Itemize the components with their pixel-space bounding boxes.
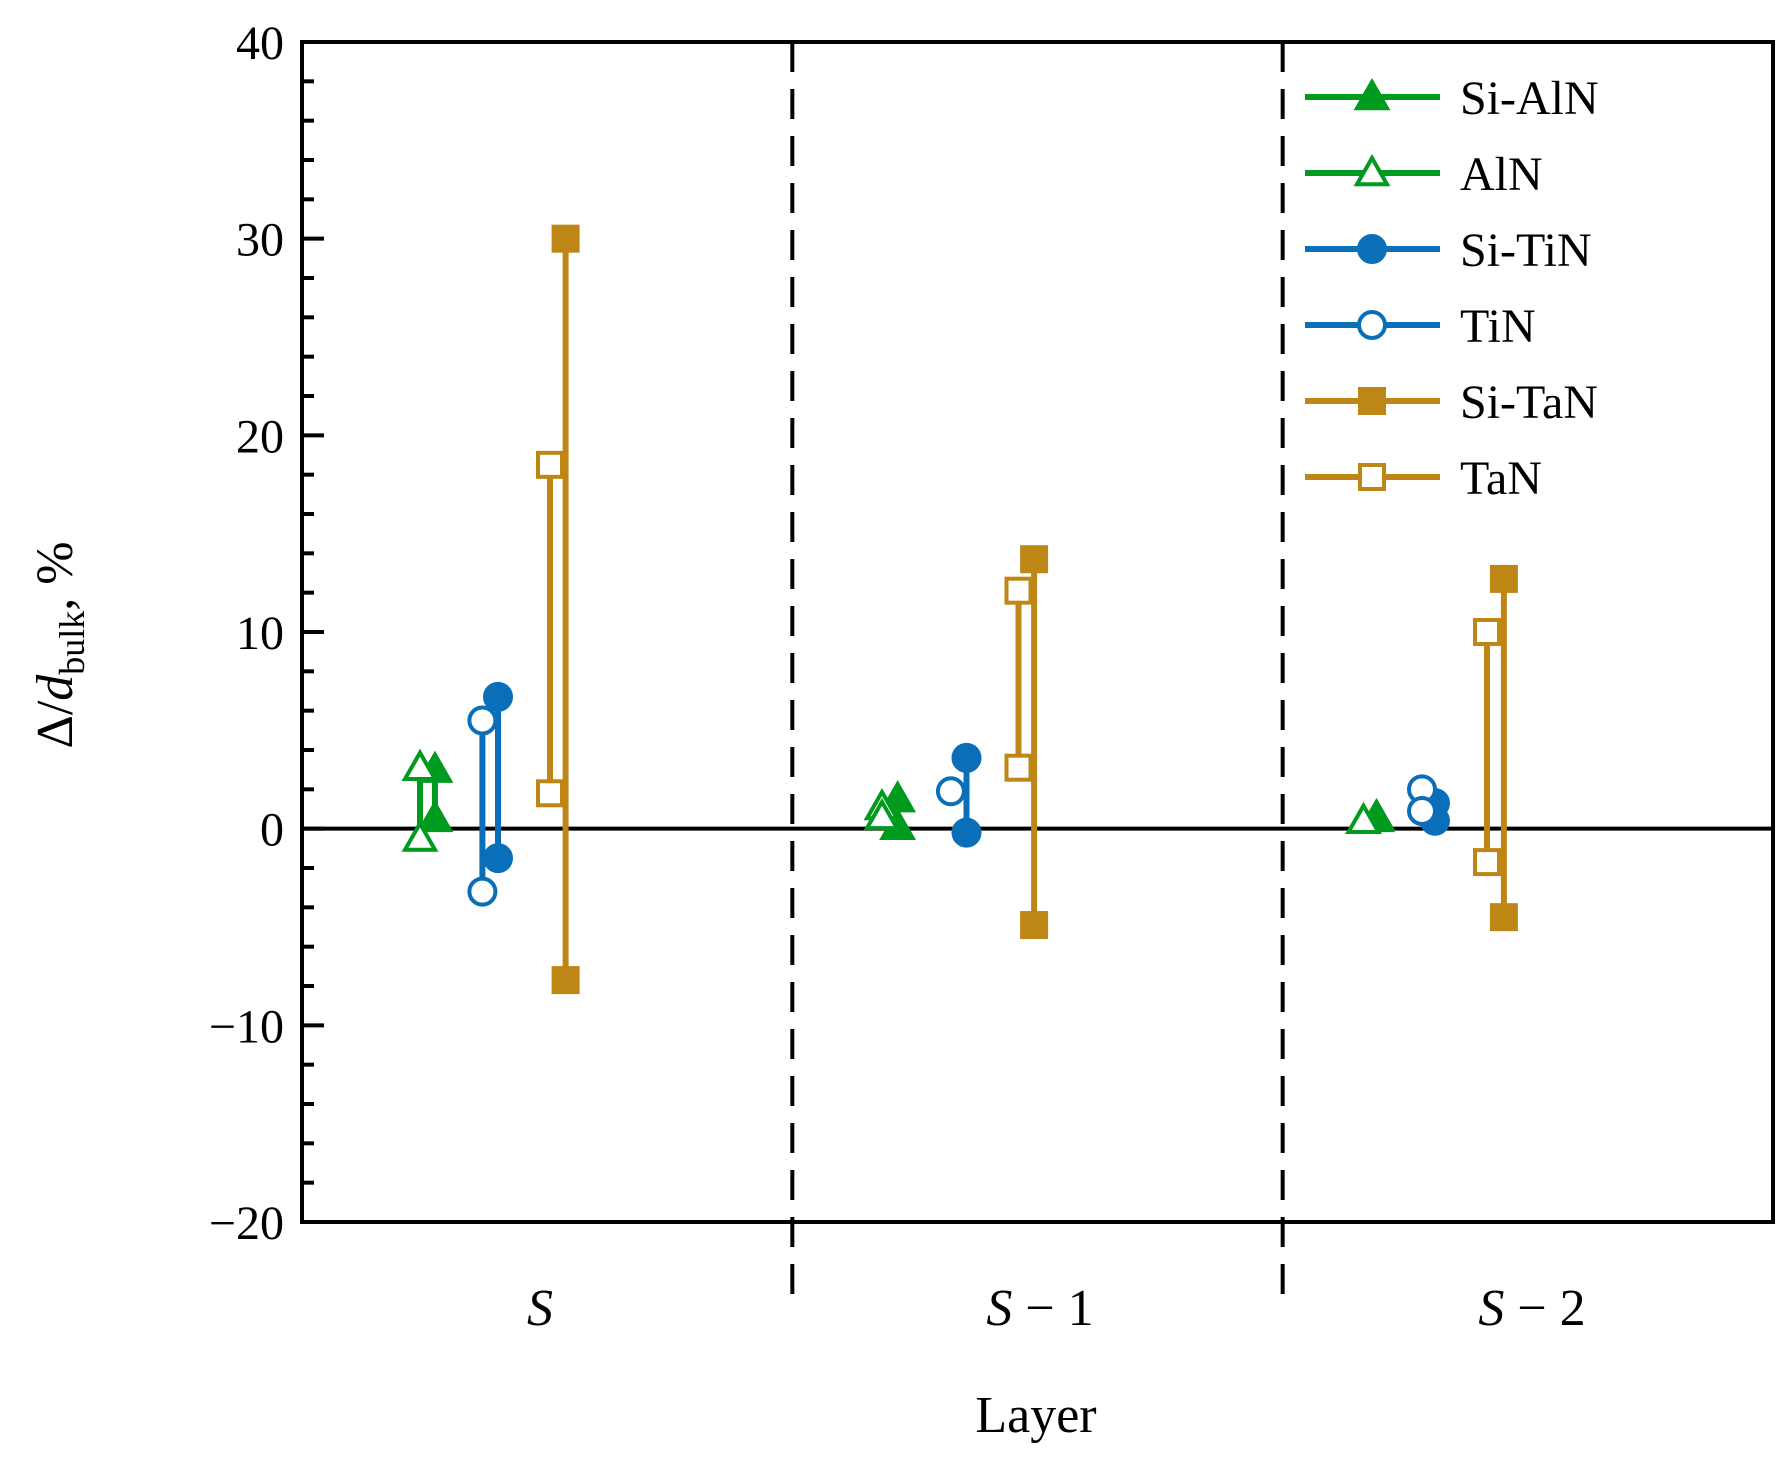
y-axis-label-suffix: , %	[27, 541, 84, 610]
data-point	[1489, 903, 1518, 932]
data-point	[1345, 801, 1382, 835]
y-axis-label-var: d	[27, 674, 84, 701]
y-axis-ticks	[302, 40, 324, 1224]
y-tick-label: 0	[260, 804, 284, 857]
data-point	[1020, 545, 1049, 574]
series-tin	[467, 705, 1437, 907]
y-tick-label: 30	[236, 214, 284, 267]
legend-marker	[1358, 463, 1386, 491]
data-point	[1004, 753, 1033, 782]
data-point	[935, 776, 966, 807]
data-point	[951, 817, 982, 848]
x-category-label: S − 2	[1478, 1280, 1585, 1337]
y-tick-label: 20	[236, 410, 284, 463]
data-point	[467, 876, 498, 907]
legend: Si-AlN AlN Si-TiN TiN Si-TaN TaN	[1295, 62, 1765, 520]
legend-marker	[1358, 387, 1386, 415]
legend-item: Si-AlN	[1305, 72, 1599, 125]
data-point	[1473, 618, 1501, 646]
x-category-var: S	[527, 1280, 553, 1337]
data-point	[551, 224, 580, 253]
legend-item: Si-TaN	[1305, 376, 1598, 429]
legend-item: AlN	[1305, 148, 1543, 201]
legend-item: TaN	[1305, 452, 1542, 505]
y-axis-label: Δ/dbulk, %	[27, 541, 92, 748]
legend-label: Si-TaN	[1460, 376, 1598, 429]
series-si-tin	[483, 681, 1450, 874]
layer-dividers	[790, 42, 1285, 1302]
x-category-var: S	[1478, 1280, 1504, 1337]
data-point	[536, 450, 564, 479]
legend-label: Si-AlN	[1460, 72, 1599, 125]
legend-marker	[1353, 153, 1391, 187]
data-point	[467, 705, 498, 736]
y-tick-label: −20	[209, 1197, 284, 1250]
data-point	[951, 742, 982, 773]
data-point	[1020, 911, 1049, 940]
legend-item: Si-TiN	[1305, 224, 1592, 277]
x-category-rest: − 1	[1012, 1280, 1093, 1337]
legend-label: TiN	[1460, 300, 1536, 353]
data-point	[863, 797, 901, 831]
legend-label: TaN	[1460, 452, 1542, 505]
data-point	[1407, 795, 1437, 826]
legend-marker	[1357, 310, 1387, 340]
data-point	[551, 966, 580, 995]
y-axis-tick-labels: −20 −10 0 10 20 30 40	[209, 17, 284, 1250]
x-category-label: S − 1	[986, 1280, 1093, 1337]
data-point	[401, 748, 439, 781]
series-tan	[536, 450, 1501, 877]
y-axis-label-sub: bulk	[52, 611, 92, 675]
data-point	[483, 843, 513, 874]
y-tick-label: −10	[209, 1000, 284, 1053]
legend-label: Si-TiN	[1460, 224, 1592, 277]
y-tick-label: 40	[236, 17, 284, 70]
data-point	[1004, 576, 1033, 605]
legend-marker	[1357, 234, 1387, 264]
x-category-label: S	[527, 1280, 553, 1337]
data-point	[1473, 848, 1501, 877]
series-aln	[401, 748, 1382, 852]
y-tick-label: 10	[236, 607, 284, 660]
legend-item: TiN	[1305, 300, 1536, 353]
x-axis-label: Layer	[975, 1387, 1096, 1444]
x-category-rest: − 2	[1504, 1280, 1585, 1337]
legend-marker	[1353, 77, 1391, 111]
y-axis-label-prefix: Δ/	[27, 700, 84, 748]
x-category-var: S	[986, 1280, 1012, 1337]
legend-label: AlN	[1460, 148, 1543, 201]
data-point	[401, 819, 439, 852]
series-si-tan	[551, 224, 1518, 995]
data-point	[483, 681, 513, 712]
data-series	[401, 224, 1518, 995]
data-point	[536, 779, 564, 808]
data-point	[1489, 564, 1518, 593]
legend-background	[1295, 62, 1765, 520]
data-point	[416, 799, 454, 833]
